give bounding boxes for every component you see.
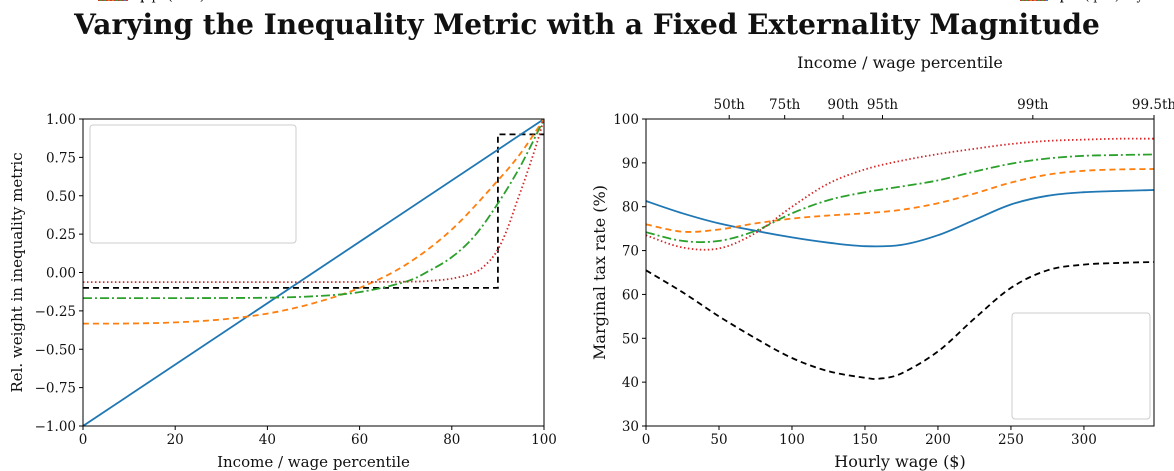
left-legend: Top 10% income shareq=1 (Gini)q=3q=6q=15 <box>89 0 297 244</box>
right-y-ticks: 30 40 50 60 70 80 90 100 <box>613 112 646 435</box>
x-tick-label: 80 <box>443 432 460 448</box>
y-tick-label: −1.00 <box>35 419 76 435</box>
legend-label: q=6 <box>1056 0 1081 3</box>
y-tick-label: −0.25 <box>35 304 76 320</box>
x-tick-label: 50 <box>710 432 727 448</box>
y-tick-label: 1.00 <box>46 112 76 128</box>
legend-label: q=1 (Gini) <box>136 0 205 4</box>
y-tick-label: 0.25 <box>46 227 76 243</box>
left-y-axis-label: Rel. weight in inequality metric <box>8 152 26 392</box>
left-grid-and-data <box>83 119 544 426</box>
series-line-right-2 <box>646 168 1154 233</box>
legend-label: q=3 <box>1056 0 1081 3</box>
y-tick-label: 30 <box>622 419 639 435</box>
y-tick-label: 60 <box>622 287 639 303</box>
y-tick-label: −0.50 <box>35 342 76 358</box>
right-top-axis-label: Income / wage percentile <box>797 53 1003 72</box>
y-tick-label: 50 <box>622 331 639 347</box>
left-y-ticks: −1.00 −0.75 −0.50 −0.25 0.00 0.25 0.50 0.75 1.00 <box>35 112 83 435</box>
x-tick-label: 250 <box>998 432 1024 448</box>
series-line-left-4 <box>83 119 544 284</box>
y-tick-label: 90 <box>622 156 639 172</box>
top-tick-label: 99th <box>1017 97 1049 113</box>
y-tick-label: 0.50 <box>46 189 76 205</box>
legend-label: q=6 <box>136 0 164 4</box>
y-tick-label: 0.75 <box>46 150 76 166</box>
y-tick-label: −0.75 <box>35 381 76 397</box>
series-line-left-3 <box>83 119 544 300</box>
series-line-right-0 <box>646 261 1154 380</box>
right-legend-box <box>1011 312 1151 420</box>
y-tick-label: 0.00 <box>46 266 76 282</box>
x-tick-label: 0 <box>642 432 651 448</box>
legend-label: No externality <box>1056 0 1143 3</box>
y-tick-label: 80 <box>622 200 639 216</box>
y-tick-label: 100 <box>613 112 639 128</box>
right-x-ticks: 0 50 100 150 200 250 300 <box>642 426 1097 448</box>
x-tick-label: 20 <box>167 432 184 448</box>
right-y-axis-label: Marginal tax rate (%) <box>590 185 609 360</box>
top-tick-label: 95th <box>867 97 899 113</box>
legend-label: q=15 <box>1056 0 1089 3</box>
left-chart: 0 20 40 60 80 100 −1.00 −0.75 −0.50 −0.25 0.00 0.2… <box>8 0 557 471</box>
legend-label: q=3 <box>136 0 164 4</box>
left-legend-box <box>89 124 297 244</box>
x-tick-label: 40 <box>259 432 276 448</box>
legend-label: q=15 <box>136 0 172 4</box>
right-plot-frame <box>645 118 1155 427</box>
x-tick-label: 100 <box>531 432 557 448</box>
x-tick-label: 200 <box>925 432 951 448</box>
right-top-ticks: 50th 75th 90th 95th 99th 99.5th <box>714 97 1174 119</box>
series-line-left-1 <box>83 119 544 426</box>
top-tick-label: 50th <box>714 97 746 113</box>
left-x-axis-label: Income / wage percentile <box>217 453 410 471</box>
x-tick-label: 0 <box>79 432 88 448</box>
y-tick-label: 70 <box>622 244 639 260</box>
right-x-axis-label: Hourly wage ($) <box>834 452 965 471</box>
right-data <box>646 137 1154 380</box>
series-line-left-2 <box>83 119 544 325</box>
y-tick-label: 40 <box>622 375 639 391</box>
right-chart: 0 50 100 150 200 250 300 30 40 50 60 70 80 90 100 50t… <box>590 0 1174 471</box>
top-tick-label: 90th <box>827 97 859 113</box>
top-tick-label: 75th <box>769 97 801 113</box>
legend-label: Gini (q=1) <box>1056 0 1120 3</box>
left-x-ticks: 0 20 40 60 80 100 <box>79 426 557 448</box>
series-line-right-3 <box>646 153 1154 243</box>
series-line-right-1 <box>646 189 1154 248</box>
series-line-right-4 <box>646 137 1154 251</box>
right-legend: No externalityGini (q=1)q=3q=6q=15 <box>1011 0 1151 420</box>
x-tick-label: 60 <box>351 432 368 448</box>
x-tick-label: 100 <box>779 432 805 448</box>
top-tick-label: 99.5th <box>1132 97 1174 113</box>
figure-title: Varying the Inequality Metric with a Fix… <box>73 8 1100 41</box>
x-tick-label: 150 <box>852 432 878 448</box>
legend-label: Top 10% income share <box>136 0 286 4</box>
x-tick-label: 300 <box>1071 432 1097 448</box>
